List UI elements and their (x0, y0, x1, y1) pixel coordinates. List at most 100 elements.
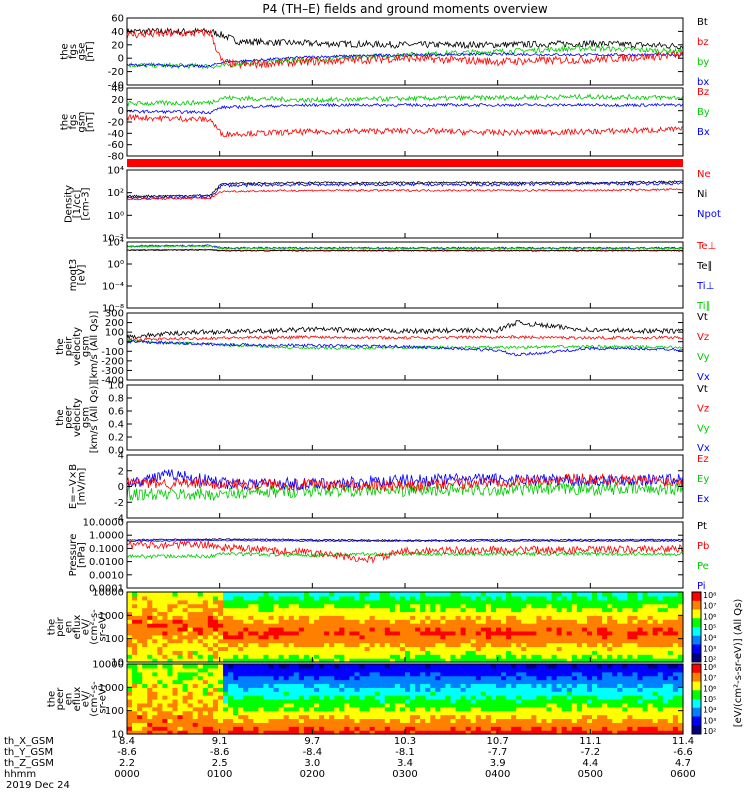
ylabel-line: gsm (81, 407, 92, 428)
heatmap-cell (420, 726, 426, 731)
heatmap-cell (516, 718, 522, 723)
heatmap-cell (470, 623, 477, 628)
heatmap-cell (167, 699, 174, 704)
heatmap-cell (490, 630, 497, 636)
heatmap-cell (293, 675, 300, 681)
heatmap-cell (212, 683, 219, 688)
heatmap-cell (344, 679, 350, 685)
heatmap-cell (465, 592, 472, 597)
heatmap-cell (268, 722, 275, 727)
legend-entry: Pb (697, 541, 709, 552)
heatmap-cell (637, 654, 644, 659)
heatmap-cell (248, 627, 254, 632)
heatmap-cell (217, 642, 224, 648)
heatmap-cell (344, 642, 350, 648)
heatmap-cell (147, 615, 153, 620)
heatmap-cell (233, 664, 239, 669)
heatmap-cell (354, 671, 361, 677)
heatmap-cell (410, 646, 416, 651)
heatmap-cell (455, 695, 462, 700)
ephemeris-value: 0500 (578, 769, 603, 780)
heatmap-cell (354, 718, 361, 723)
heatmap-cell (551, 634, 558, 640)
heatmap-cell (339, 642, 345, 648)
heatmap-cell (627, 687, 634, 692)
heatmap-cell (167, 646, 174, 651)
heatmap-cell (308, 642, 315, 648)
heatmap-cell (657, 619, 664, 624)
heatmap-cell (581, 718, 588, 723)
heatmap-cell (465, 726, 472, 731)
heatmap-cell (521, 691, 527, 696)
heatmap-cell (187, 642, 194, 648)
heatmap-cell (526, 607, 532, 613)
heatmap-cell (521, 619, 527, 624)
heatmap-cell (647, 611, 654, 616)
heatmap-cell (430, 683, 436, 688)
heatmap-cell (238, 706, 244, 712)
heatmap-cell (389, 664, 396, 669)
heatmap-cell (602, 642, 608, 648)
heatmap-cell (546, 607, 553, 613)
heatmap-cell (167, 691, 174, 696)
heatmap-cell (450, 695, 457, 700)
heatmap-cell (677, 695, 684, 700)
heatmap-cell (258, 702, 265, 708)
heatmap-cell (475, 710, 482, 716)
heatmap-cell (410, 726, 416, 731)
heatmap-cell (652, 710, 659, 716)
heatmap-cell (405, 695, 411, 700)
heatmap-cell (415, 611, 421, 616)
heatmap-cell (202, 615, 209, 620)
heatmap-cell (556, 695, 563, 700)
heatmap-cell (182, 599, 189, 605)
heatmap-cell (450, 687, 457, 692)
heatmap-cell (455, 592, 462, 597)
heatmap-cell (324, 599, 330, 605)
heatmap-cell (415, 699, 421, 704)
heatmap-cell (622, 718, 628, 723)
heatmap-cell (450, 642, 457, 648)
heatmap-cell (490, 603, 497, 609)
heatmap-cell (167, 726, 174, 731)
heatmap-cell (490, 599, 497, 605)
heatmap-cell (561, 627, 568, 632)
ytick-label: 40 (111, 84, 124, 95)
heatmap-cell (662, 595, 669, 601)
heatmap-cell (192, 706, 199, 712)
heatmap-cell (197, 646, 204, 651)
heatmap-cell (445, 658, 452, 663)
heatmap-cell (551, 630, 558, 636)
heatmap-cell (617, 634, 623, 640)
heatmap-cell (541, 695, 548, 700)
ytick-label: -200 (101, 356, 124, 367)
heatmap-cell (263, 638, 270, 644)
heatmap-cell (394, 691, 401, 696)
heatmap-cell (531, 592, 538, 597)
heatmap-cell (586, 679, 593, 685)
heatmap-cell (354, 638, 361, 644)
heatmap-cell (602, 679, 608, 685)
heatmap-cell (293, 638, 300, 644)
heatmap-cell (248, 638, 254, 644)
heatmap-cell (541, 714, 548, 720)
heatmap-cell (253, 702, 260, 708)
heatmap-cell (223, 634, 229, 640)
heatmap-cell (617, 611, 623, 616)
heatmap-cell (425, 592, 431, 597)
heatmap-cell (314, 642, 320, 648)
heatmap-cell (379, 706, 386, 712)
heatmap-cell (132, 695, 138, 700)
heatmap-cell (303, 658, 310, 663)
heatmap-cell (425, 726, 431, 731)
heatmap-cell (516, 646, 522, 651)
heatmap-cell (475, 687, 482, 692)
heatmap-cell (142, 627, 148, 632)
heatmap-cell (642, 611, 649, 616)
heatmap-cell (566, 642, 573, 648)
heatmap-cell (314, 611, 320, 616)
heatmap-cell (672, 710, 679, 716)
heatmap-cell (238, 699, 244, 704)
heatmap-cell (339, 611, 345, 616)
heatmap-cell (389, 619, 396, 624)
